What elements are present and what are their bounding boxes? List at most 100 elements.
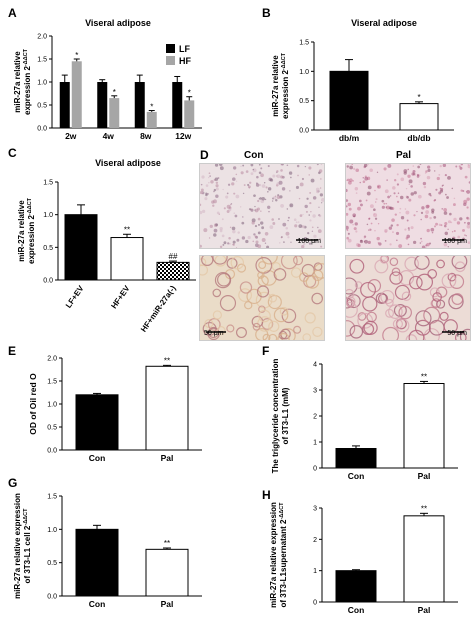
stained-droplet [346,301,358,318]
stained-cell [460,164,464,166]
stained-cell [466,216,469,220]
stained-droplet [349,258,365,274]
stained-cell [240,171,244,175]
stained-cell [467,221,470,225]
x-tick-label: Pal [418,605,431,615]
stained-cell [283,241,285,243]
y-tick-label: 1.0 [47,402,57,409]
stained-cell [215,181,219,185]
scale-bar-label: 100 μm [443,238,468,245]
y-axis-label: miR-27a relative [13,51,22,113]
stained-cell [230,203,232,206]
stained-cell [215,194,219,198]
stained-cell [258,171,262,174]
stained-cell [394,179,397,182]
stained-cell [261,226,265,230]
stained-cell [316,164,319,166]
stained-cell [389,206,393,210]
stained-cell [232,177,236,181]
y-axis-label: miR-27a relative expression [269,502,278,608]
stained-cell [353,167,356,171]
stained-cell [200,203,202,207]
stained-droplet [226,257,238,269]
stained-cell [348,207,352,211]
stained-cell [367,240,371,244]
stained-droplet [217,272,231,287]
stained-cell [317,229,322,233]
stained-cell [399,207,402,210]
stained-droplet [256,285,270,298]
stained-cell [429,216,432,220]
stained-cell [467,164,470,169]
stained-droplet [385,298,394,307]
stained-cell [272,222,276,225]
stained-cell [318,206,320,208]
stained-cell [290,176,292,179]
micrograph-col-con: Con [244,150,264,161]
stained-droplet [447,272,457,282]
stained-cell [425,170,428,173]
stained-cell [257,231,261,235]
stained-cell [375,198,378,201]
stained-cell [200,210,203,215]
stained-cell [227,183,231,186]
stained-cell [466,224,470,229]
bar-hf [184,100,195,128]
stained-droplet [302,333,312,340]
stained-cell [346,165,349,168]
stained-cell [390,224,394,227]
stained-cell [346,199,349,202]
stained-cell [250,172,254,176]
stained-cell [313,234,317,238]
stained-cell [202,209,206,213]
stained-cell [212,204,215,207]
stained-cell [311,230,314,232]
stained-cell [257,199,260,203]
stained-cell [438,173,441,176]
stained-cell [271,218,275,221]
stained-cell [410,226,414,230]
stained-cell [385,206,387,208]
legend-label-lf: LF [179,44,190,54]
stained-cell [233,212,236,214]
stained-cell [408,198,412,202]
bar-hf [109,98,120,128]
stained-cell [316,190,320,194]
stained-droplet [258,261,267,270]
stained-cell [396,195,398,198]
stained-cell [442,164,447,168]
stained-cell [219,245,223,248]
stained-cell [459,217,463,221]
stained-cell [256,175,259,179]
stained-cell [459,166,463,170]
stained-cell [384,229,388,233]
stained-cell [368,228,372,232]
stained-cell [213,190,215,193]
stained-cell [312,196,317,200]
y-axis-label: expression 2-ΔΔCT [23,48,32,115]
stained-cell [363,164,368,168]
stained-cell [280,169,283,172]
stained-droplet [451,256,468,270]
stained-cell [295,185,299,189]
stained-cell [306,197,309,200]
y-tick-label: 0.5 [37,103,47,110]
stained-cell [447,175,451,180]
stained-droplet [363,320,378,335]
stained-cell [278,218,280,220]
stained-cell [309,201,312,205]
stained-droplet [389,271,403,285]
stained-cell [247,185,251,189]
stained-cell [355,168,360,173]
significance-marker: ** [421,504,427,513]
stained-cell [301,245,305,248]
x-tick-label: Con [89,599,106,609]
stained-cell [250,208,253,211]
stained-cell [405,236,409,240]
stained-cell [354,222,358,226]
stained-cell [366,223,369,226]
stained-cell [308,174,310,176]
stained-cell [288,171,293,175]
panel-label-c: C [8,146,17,160]
stained-cell [444,224,447,228]
